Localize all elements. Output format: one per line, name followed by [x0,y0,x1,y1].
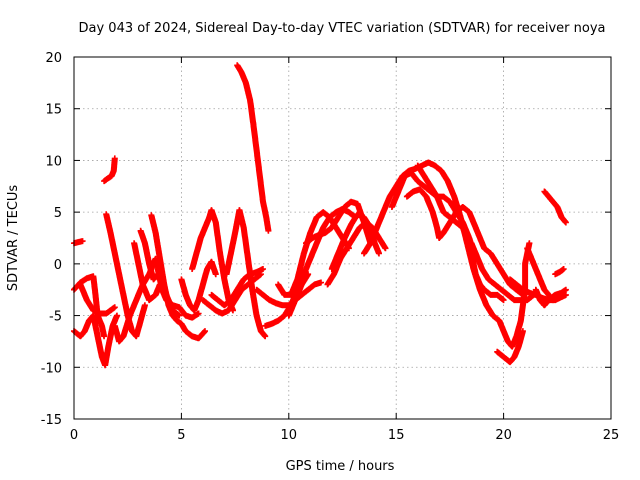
x-tick-label: 15 [388,428,405,443]
series-arc-03 [71,312,120,369]
y-tick-label: 0 [54,258,62,273]
plus-markers [77,281,118,317]
y-tick-label: -15 [41,413,62,428]
plot-frame [73,56,612,420]
plus-markers [552,266,567,278]
plus-markers [403,186,526,298]
series-arc-12 [178,258,219,314]
x-axis-label: GPS time / hours [286,459,395,474]
series-arc-25 [361,159,533,350]
chart-title: Day 043 of 2024, Sidereal Day-to-day VTE… [79,21,606,36]
plus-markers [234,62,272,234]
series-arc-16 [208,266,266,309]
plus-markers [71,312,120,369]
series-arc-28 [414,162,507,304]
y-axis-label: SDTVAR / TECUs [6,185,21,292]
y-tick-label: 20 [45,51,62,66]
plus-markers [414,162,507,304]
series-arc-13 [189,207,236,314]
plus-markers [71,238,86,247]
plus-markers [189,207,236,314]
series-arc-24 [328,211,382,272]
x-tick-label: 20 [495,428,512,443]
series-arc-17 [234,62,272,234]
plus-markers [494,328,526,366]
series-arc-29 [468,240,537,304]
plus-markers [541,188,569,226]
plus-markers [275,209,352,298]
plus-markers [532,286,569,309]
series-arc-14 [199,271,264,317]
plus-markers [285,271,312,319]
plus-markers [524,245,556,304]
series-arc-01 [71,238,86,247]
plus-markers [208,266,266,309]
series-arc-32 [524,245,556,304]
plus-markers [131,240,163,304]
series-arc-04 [77,281,118,317]
y-tick-label: -10 [41,361,62,376]
plus-markers [328,211,382,272]
series-arc-11 [154,266,202,321]
series-arc-33 [532,286,569,309]
data-marks [71,62,569,369]
plus-markers [199,271,264,317]
plus-markers [101,155,118,185]
x-tick-label: 10 [281,428,298,443]
ticks-layer: 0 5 10 15 20 25 -15 -10 -5 0 5 10 15 20 [41,51,620,443]
series-arc-19 [262,206,359,329]
x-tick-label: 0 [70,428,78,443]
series-arc-30 [494,328,526,366]
series-arc-05 [101,155,118,185]
plus-markers [154,266,202,321]
plus-markers [361,159,533,350]
x-tick-label: 25 [603,428,620,443]
series-arc-21 [285,271,312,319]
series-arc-09 [137,227,161,283]
plus-markers [178,258,219,314]
plus-markers [262,206,359,329]
series-arc-08 [131,240,163,304]
series-arc-27 [403,186,526,298]
plus-markers [137,227,161,283]
series-arc-34 [541,188,569,226]
series-arc-20 [275,209,352,298]
x-tick-label: 5 [177,428,185,443]
y-tick-label: 15 [45,103,62,118]
y-tick-label: -5 [49,310,62,325]
series-arc-35 [552,266,567,278]
plus-markers [468,240,537,304]
y-tick-label: 5 [54,206,62,221]
y-tick-label: 10 [45,154,62,169]
